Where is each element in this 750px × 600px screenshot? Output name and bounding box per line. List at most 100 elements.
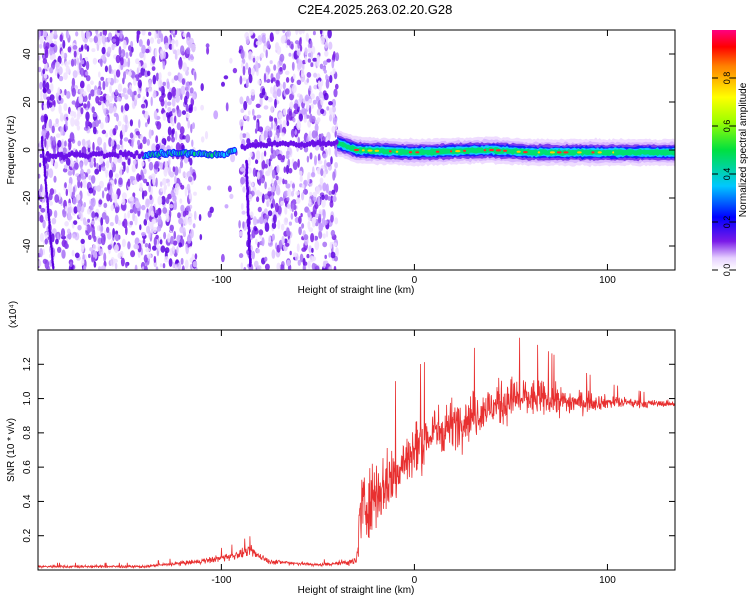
- spectrogram-noise-mark: [192, 122, 195, 130]
- spectrogram-noise-mark: [310, 233, 315, 243]
- spectrogram-noise-mark: [64, 140, 67, 147]
- spectrogram-noise-mark: [240, 49, 245, 60]
- spectrogram-peak-mark: [549, 151, 555, 154]
- spectrogram-noise-mark: [171, 108, 176, 113]
- spectrogram-noise-mark: [64, 221, 69, 227]
- spectrogram-noise-mark: [141, 266, 145, 270]
- spectrogram-noise-mark: [155, 266, 159, 270]
- spectrogram-noise-mark: [107, 231, 112, 240]
- spectrogram-noise-mark: [76, 203, 82, 213]
- spectrogram-noise-mark: [103, 234, 106, 242]
- spectrogram-noise-mark: [185, 47, 191, 55]
- spectrogram-noise-mark: [171, 86, 177, 97]
- spectrogram-noise-mark: [200, 83, 204, 92]
- spectrogram-noise-mark: [284, 179, 288, 185]
- spectrogram-noise-mark: [178, 58, 183, 68]
- spectrogram-noise-mark: [286, 120, 290, 127]
- spectrogram-noise-mark: [105, 132, 108, 138]
- spectrogram-noise-mark: [85, 120, 89, 129]
- spectrogram-noise-mark: [101, 190, 105, 199]
- spectrogram-noise-mark: [244, 114, 248, 120]
- spectrogram-noise-mark: [253, 260, 259, 268]
- spectrogram-peak-mark: [503, 149, 508, 152]
- spectrogram-tone-mark: [45, 150, 50, 157]
- spectrogram-noise-mark: [326, 106, 330, 111]
- spectrogram-noise-mark: [76, 193, 81, 201]
- spectrogram-tone-mark: [110, 151, 115, 158]
- spectrogram-noise-mark: [289, 250, 292, 256]
- spectrogram-noise-mark: [327, 196, 332, 201]
- spectrogram-noise-mark: [329, 74, 333, 84]
- spectrogram-noise-mark: [328, 147, 331, 156]
- spectrogram-noise-mark: [303, 234, 309, 241]
- spectrogram-tone-mark: [124, 151, 128, 158]
- spectrogram-noise-mark: [51, 125, 55, 134]
- spectrogram-noise-mark: [100, 76, 105, 81]
- spectrogram-noise-mark: [301, 184, 305, 189]
- spectrogram-noise-mark: [248, 193, 253, 202]
- spectrogram-noise-mark: [94, 119, 100, 127]
- spectrogram-noise-mark: [247, 110, 251, 116]
- spectrogram-noise-mark: [184, 95, 188, 106]
- spectrogram-noise-mark: [105, 160, 110, 169]
- spectrogram-tone-mark: [62, 154, 66, 161]
- spectrogram-noise-mark: [257, 206, 262, 213]
- spectrogram-noise-mark: [307, 220, 311, 230]
- spectrogram-noise-mark: [118, 177, 123, 185]
- spectrogram-noise-mark: [187, 217, 193, 226]
- spectrogram-noise-mark: [143, 62, 147, 69]
- spectrogram-peak-mark: [489, 148, 495, 152]
- spectrogram-noise-mark: [133, 77, 137, 86]
- spectrogram-noise-mark: [290, 128, 295, 138]
- spectrogram-noise-mark: [44, 138, 47, 148]
- spectrogram-noise-mark: [325, 183, 329, 194]
- spectrogram-tone-mark: [281, 140, 285, 146]
- spectrogram-noise-mark: [175, 88, 180, 98]
- spectrogram-noise-mark: [319, 177, 324, 184]
- spectrogram-noise-mark: [137, 79, 142, 89]
- spectrogram-noise-mark: [73, 111, 77, 119]
- spectrogram-noise-mark: [40, 207, 46, 213]
- spectrogram-noise-mark: [255, 238, 258, 245]
- spectrogram-noise-mark: [300, 68, 305, 78]
- spectrogram-noise-mark: [295, 30, 299, 35]
- spectrogram-noise-mark: [138, 61, 141, 72]
- spectrogram-noise-mark: [75, 31, 79, 37]
- spectrogram-noise-mark: [63, 103, 68, 111]
- spectrogram-noise-mark: [48, 118, 53, 129]
- spectrogram-noise-mark: [101, 129, 107, 135]
- spectrogram-noise-mark: [42, 80, 46, 90]
- spectrogram-noise-mark: [97, 136, 103, 146]
- spectrogram-noise-mark: [72, 186, 76, 196]
- spectrogram-tone-mark: [299, 141, 304, 147]
- spectrogram-noise-mark: [98, 248, 104, 256]
- spectrogram-noise-mark: [181, 78, 186, 85]
- spectrogram-noise-mark: [98, 71, 101, 78]
- spectrogram-noise-mark: [143, 178, 148, 184]
- spectrogram-tone-mark: [310, 139, 315, 145]
- spectrogram-noise-mark: [66, 228, 71, 235]
- spectrogram-noise-mark: [154, 161, 159, 169]
- spectrogram-noise-mark: [186, 171, 192, 178]
- spectrogram-noise-mark: [267, 187, 272, 192]
- spectrogram-noise-mark: [251, 182, 254, 187]
- spectrogram-tone-mark: [283, 140, 288, 147]
- spectrogram-noise-mark: [42, 219, 46, 229]
- spectrogram-noise-mark: [50, 83, 54, 92]
- spectrogram-noise-mark: [141, 161, 145, 167]
- spectrogram-noise-mark: [80, 238, 85, 244]
- spectrogram-noise-mark: [256, 171, 260, 180]
- spectrogram-noise-mark: [188, 192, 192, 200]
- spectrogram-noise-mark: [93, 161, 97, 168]
- spectrogram-noise-mark: [120, 93, 126, 97]
- spectrogram-noise-mark: [163, 231, 167, 240]
- spectrogram-noise-mark: [270, 86, 274, 94]
- spectrogram-noise-mark: [160, 245, 166, 253]
- spectrogram-noise-mark: [335, 52, 340, 62]
- spectrogram-peak-mark: [495, 149, 501, 152]
- spectrogram-noise-mark: [192, 261, 198, 268]
- spectrogram-noise-mark: [290, 43, 294, 50]
- spectrogram-noise-mark: [194, 253, 198, 260]
- spectrogram-noise-mark: [150, 210, 155, 218]
